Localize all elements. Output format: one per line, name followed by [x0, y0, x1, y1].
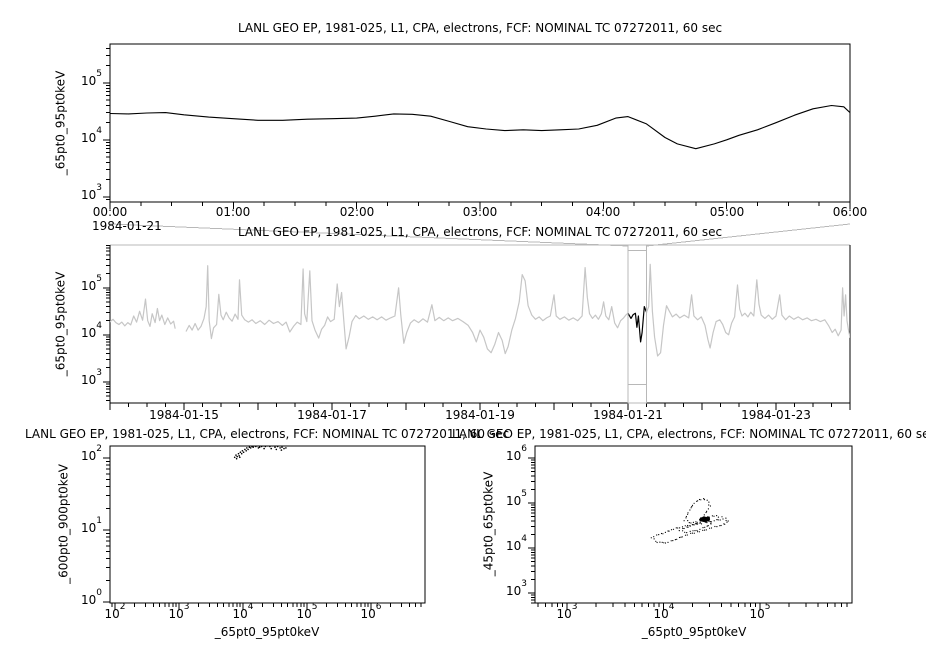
- overview-panel-title: LANL GEO EP, 1981-025, L1, CPA, electron…: [237, 225, 723, 239]
- time-tick-label: 04:00: [585, 205, 621, 219]
- y-tick-label: 105: [80, 274, 102, 293]
- y-tick-label: 100: [80, 588, 102, 607]
- scatter-left-x-axis-label: _65pt0_95pt0keV: [214, 625, 320, 639]
- x-tick-label: 103: [168, 602, 190, 621]
- x-tick-label: 106: [360, 602, 382, 621]
- context-box[interactable]: [627, 244, 647, 404]
- zoom-panel-title: LANL GEO EP, 1981-025, L1, CPA, electron…: [237, 21, 723, 35]
- time-tick-label: 01:00: [215, 205, 251, 219]
- scatter-right-points: [650, 498, 729, 544]
- date-tick-label: 1984-01-19: [445, 408, 515, 422]
- date-tick-label: 1984-01-17: [297, 408, 367, 422]
- x-tick-label: 104: [232, 602, 254, 621]
- date-tick-label: 1984-01-15: [149, 408, 219, 422]
- x-tick-label: 105: [296, 602, 318, 621]
- scatter-left-points: [233, 446, 287, 460]
- time-tick-label: 02:00: [339, 205, 375, 219]
- x-tick-label: 102: [104, 602, 126, 621]
- x-tick-label: 105: [749, 602, 771, 621]
- scatter-right-x-axis-label: _65pt0_95pt0keV: [641, 625, 747, 639]
- time-tick-label: 05:00: [709, 205, 745, 219]
- y-tick-label: 103: [505, 579, 527, 598]
- zoom-series: [110, 104, 850, 150]
- y-tick-label: 103: [80, 368, 102, 387]
- y-tick-label: 106: [505, 444, 527, 463]
- scatter-right-y-axis-label: _45pt0_65pt0keV: [481, 471, 496, 577]
- y-tick-label: 104: [80, 321, 102, 340]
- y-tick-label: 105: [505, 489, 527, 508]
- overview-series: [110, 263, 850, 357]
- y-tick-label: 101: [80, 516, 102, 535]
- y-tick-label: 104: [505, 534, 527, 553]
- x-tick-label: 103: [556, 602, 578, 621]
- scatter-right-title: LANL GEO EP, 1981-025, L1, CPA, electron…: [451, 427, 926, 441]
- y-tick-label: 104: [80, 126, 102, 145]
- overview-highlight-series: [627, 306, 648, 343]
- time-tick-label: 03:00: [462, 205, 498, 219]
- time-tick-label: 06:00: [832, 205, 868, 219]
- date-tick-label: 1984-01-23: [741, 408, 811, 422]
- scatter-left-title: LANL GEO EP, 1981-025, L1, CPA, electron…: [24, 427, 510, 441]
- x-tick-label: 104: [653, 602, 675, 621]
- date-tick-label: 1984-01-21: [593, 408, 663, 422]
- y-tick-label: 103: [80, 183, 102, 202]
- y-tick-label: 105: [80, 69, 102, 88]
- y-tick-label: 102: [80, 444, 102, 463]
- zoom-x-axis-date: 1984-01-21: [92, 219, 162, 233]
- time-tick-label: 00:00: [92, 205, 128, 219]
